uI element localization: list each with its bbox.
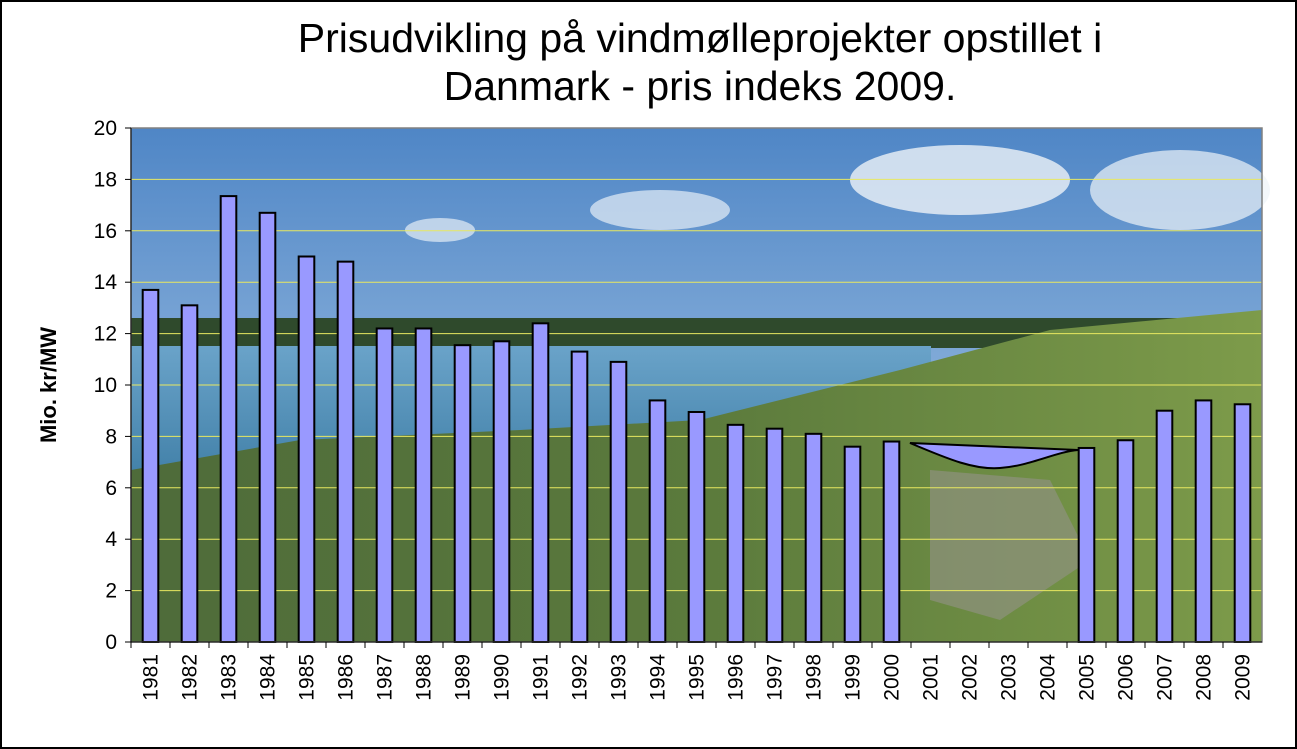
bar	[219, 195, 238, 643]
bar	[141, 288, 160, 643]
bar	[570, 350, 589, 643]
x-tick-label: 2009	[1232, 654, 1255, 701]
x-tick-label: 2007	[1154, 654, 1177, 701]
bar	[609, 360, 628, 643]
x-tick-label: 1992	[569, 654, 592, 701]
y-tick-label: 0	[105, 631, 117, 654]
x-tick-label: 1999	[842, 654, 865, 701]
bar	[453, 344, 472, 643]
x-tick-label: 1987	[374, 654, 397, 701]
x-tick-label: 1981	[140, 654, 163, 701]
y-tick-label: 10	[94, 374, 117, 397]
y-tick-label: 6	[105, 477, 117, 500]
decorative-shape	[909, 442, 1079, 470]
bar	[1077, 446, 1096, 643]
x-tick-label: 1991	[530, 654, 553, 701]
x-tick-label: 2002	[959, 654, 982, 701]
x-tick-label: 2005	[1076, 654, 1099, 701]
y-tick-label: 8	[105, 425, 117, 448]
x-tick-label: 2003	[998, 654, 1021, 701]
x-tick-label: 1988	[413, 654, 436, 701]
bar	[726, 423, 745, 643]
y-tick-label: 4	[105, 528, 117, 551]
bar	[258, 211, 277, 643]
bar	[804, 432, 823, 643]
x-tick-label: 1989	[452, 654, 475, 701]
x-tick-label: 1996	[725, 654, 748, 701]
x-tick-label: 1982	[179, 654, 202, 701]
x-tick-label: 1998	[803, 654, 826, 701]
bar	[1194, 399, 1213, 644]
bar	[375, 327, 394, 643]
bar	[1116, 439, 1135, 643]
x-tick-label: 1990	[491, 654, 514, 701]
x-tick-label: 1985	[296, 654, 319, 701]
bar	[336, 260, 355, 643]
bar	[297, 255, 316, 643]
y-tick-label: 14	[94, 271, 118, 294]
bar	[531, 322, 550, 643]
bar	[414, 327, 433, 643]
bar	[1233, 403, 1252, 643]
y-tick-label: 16	[94, 220, 117, 243]
y-tick-label: 2	[105, 580, 117, 603]
y-axis-label: Mio. kr/MW	[36, 327, 61, 443]
bar	[843, 445, 862, 643]
x-tick-label: 2001	[920, 654, 943, 701]
bar	[882, 440, 901, 644]
bar	[492, 340, 511, 643]
x-tick-label: 1983	[218, 654, 241, 701]
bar	[765, 427, 784, 643]
y-tick-label: 20	[94, 117, 117, 140]
x-tick-label: 1994	[647, 654, 670, 701]
x-tick-label: 1995	[686, 654, 709, 701]
x-tick-label: 2000	[881, 654, 904, 701]
y-tick-label: 18	[94, 168, 117, 191]
x-tick-label: 1997	[764, 654, 787, 701]
x-tick-label: 2008	[1193, 654, 1216, 701]
bar	[1155, 409, 1174, 644]
x-tick-label: 2004	[1037, 654, 1060, 701]
x-tick-label: 1993	[608, 654, 631, 701]
x-tick-label: 2006	[1115, 654, 1138, 701]
chart-title: Prisudvikling på vindmølleprojekter opst…	[297, 15, 1103, 109]
x-tick-label: 1984	[257, 654, 280, 701]
bar	[687, 410, 706, 643]
x-tick-label: 1986	[335, 654, 358, 701]
bar	[648, 399, 667, 644]
bar	[180, 304, 199, 643]
y-tick-label: 12	[94, 323, 117, 346]
